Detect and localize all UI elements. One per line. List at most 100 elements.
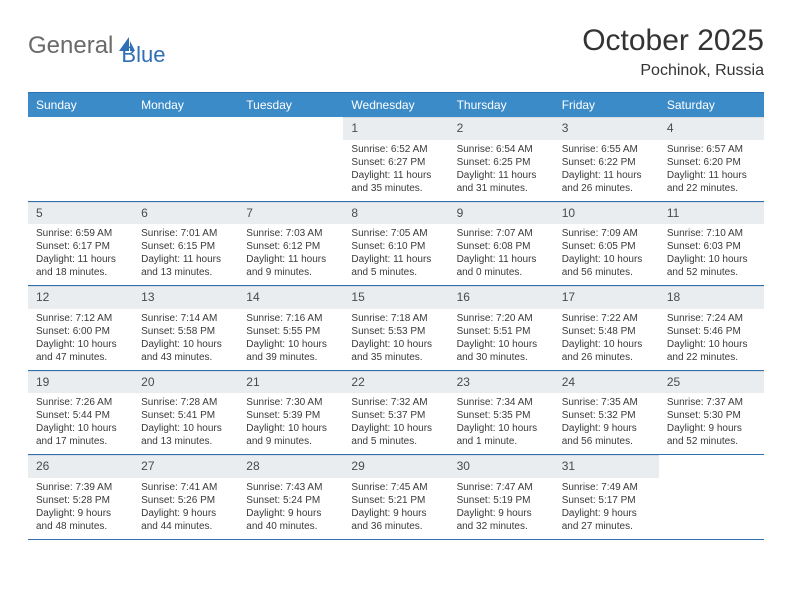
calendar-cell: 31Sunrise: 7:49 AMSunset: 5:17 PMDayligh… <box>554 455 659 539</box>
sunset-text: Sunset: 6:27 PM <box>351 156 440 169</box>
calendar-cell: 2Sunrise: 6:54 AMSunset: 6:25 PMDaylight… <box>449 117 554 201</box>
day-body: Sunrise: 7:09 AMSunset: 6:05 PMDaylight:… <box>554 224 659 285</box>
sunrise-text: Sunrise: 7:07 AM <box>457 227 546 240</box>
sunrise-text: Sunrise: 7:22 AM <box>562 312 651 325</box>
daylight-text: Daylight: 10 hours and 52 minutes. <box>667 253 756 279</box>
sunset-text: Sunset: 5:53 PM <box>351 325 440 338</box>
daylight-text: Daylight: 11 hours and 9 minutes. <box>246 253 335 279</box>
sunrise-text: Sunrise: 7:47 AM <box>457 481 546 494</box>
daylight-text: Daylight: 10 hours and 5 minutes. <box>351 422 440 448</box>
logo-text-blue: Blue <box>121 42 165 68</box>
calendar-cell: 26 Sunrise: 7:39 AMSunset: 5:28 PMDayligh… <box>28 455 133 539</box>
day-body: Sunrise: 7:49 AMSunset: 5:17 PMDaylight:… <box>554 478 659 539</box>
sunset-text: Sunset: 5:48 PM <box>562 325 651 338</box>
calendar-cell: 20Sunrise: 7:28 AMSunset: 5:41 PMDayligh… <box>133 371 238 455</box>
day-number: 26 <box>28 455 133 478</box>
daylight-text: Daylight: 9 hours and 40 minutes. <box>246 507 335 533</box>
sunrise-text: Sunrise: 7:28 AM <box>141 396 230 409</box>
calendar-cell: 14Sunrise: 7:16 AMSunset: 5:55 PMDayligh… <box>238 286 343 370</box>
sunset-text: Sunset: 5:35 PM <box>457 409 546 422</box>
calendar-cell: 8Sunrise: 7:05 AMSunset: 6:10 PMDaylight… <box>343 202 448 286</box>
day-number: 15 <box>343 286 448 309</box>
day-header-wednesday: Wednesday <box>343 93 448 117</box>
day-body: Sunrise: 7:14 AMSunset: 5:58 PMDaylight:… <box>133 309 238 370</box>
day-body: Sunrise: 6:57 AMSunset: 6:20 PMDaylight:… <box>659 140 764 201</box>
sunrise-text: Sunrise: 7:37 AM <box>667 396 756 409</box>
day-number: 13 <box>133 286 238 309</box>
sunset-text: Sunset: 5:44 PM <box>36 409 125 422</box>
sunset-text: Sunset: 6:22 PM <box>562 156 651 169</box>
week-row: 19Sunrise: 7:26 AMSunset: 5:44 PMDayligh… <box>28 371 764 456</box>
day-number: 14 <box>238 286 343 309</box>
sunrise-text: Sunrise: 7:30 AM <box>246 396 335 409</box>
day-number: 8 <box>343 202 448 225</box>
calendar: Sunday Monday Tuesday Wednesday Thursday… <box>28 93 764 540</box>
sunrise-text: Sunrise: 7:20 AM <box>457 312 546 325</box>
sunrise-text: Sunrise: 7:26 AM <box>36 396 125 409</box>
day-number: 27 <box>133 455 238 478</box>
sunset-text: Sunset: 5:32 PM <box>562 409 651 422</box>
day-body: Sunrise: 7:35 AMSunset: 5:32 PMDaylight:… <box>554 393 659 454</box>
calendar-cell: 21Sunrise: 7:30 AMSunset: 5:39 PMDayligh… <box>238 371 343 455</box>
day-body: Sunrise: 7:34 AMSunset: 5:35 PMDaylight:… <box>449 393 554 454</box>
daylight-text: Daylight: 9 hours and 52 minutes. <box>667 422 756 448</box>
daylight-text: Daylight: 11 hours and 26 minutes. <box>562 169 651 195</box>
day-body: Sunrise: 7:22 AMSunset: 5:48 PMDaylight:… <box>554 309 659 370</box>
day-body: Sunrise: 7:10 AMSunset: 6:03 PMDaylight:… <box>659 224 764 285</box>
day-number: 18 <box>659 286 764 309</box>
sunset-text: Sunset: 5:55 PM <box>246 325 335 338</box>
day-body: Sunrise: 7:12 AMSunset: 6:00 PMDaylight:… <box>28 309 133 370</box>
day-body: Sunrise: 7:05 AMSunset: 6:10 PMDaylight:… <box>343 224 448 285</box>
sunrise-text: Sunrise: 7:12 AM <box>36 312 125 325</box>
day-header-row: Sunday Monday Tuesday Wednesday Thursday… <box>28 93 764 117</box>
daylight-text: Daylight: 9 hours and 48 minutes. <box>36 507 125 533</box>
daylight-text: Daylight: 10 hours and 1 minute. <box>457 422 546 448</box>
sunrise-text: Sunrise: 6:52 AM <box>351 143 440 156</box>
day-body: Sunrise: 7:37 AMSunset: 5:30 PMDaylight:… <box>659 393 764 454</box>
day-body: Sunrise: 7:43 AMSunset: 5:24 PMDaylight:… <box>238 478 343 539</box>
daylight-text: Daylight: 11 hours and 18 minutes. <box>36 253 125 279</box>
day-body: Sunrise: 7:32 AMSunset: 5:37 PMDaylight:… <box>343 393 448 454</box>
day-body: Sunrise: 7:47 AMSunset: 5:19 PMDaylight:… <box>449 478 554 539</box>
daylight-text: Daylight: 11 hours and 22 minutes. <box>667 169 756 195</box>
sunrise-text: Sunrise: 7:39 AM <box>36 481 125 494</box>
day-number: 6 <box>133 202 238 225</box>
day-number: 4 <box>659 117 764 140</box>
day-number: 22 <box>343 371 448 394</box>
daylight-text: Daylight: 9 hours and 27 minutes. <box>562 507 651 533</box>
day-body: Sunrise: 7:16 AMSunset: 5:55 PMDaylight:… <box>238 309 343 370</box>
sunrise-text: Sunrise: 6:54 AM <box>457 143 546 156</box>
day-body: Sunrise: 6:54 AMSunset: 6:25 PMDaylight:… <box>449 140 554 201</box>
day-number: 19 <box>28 371 133 394</box>
day-number: 16 <box>449 286 554 309</box>
day-body: Sunrise: 7:28 AMSunset: 5:41 PMDaylight:… <box>133 393 238 454</box>
sunrise-text: Sunrise: 7:09 AM <box>562 227 651 240</box>
sunrise-text: Sunrise: 7:14 AM <box>141 312 230 325</box>
week-row: 5Sunrise: 6:59 AMSunset: 6:17 PMDaylight… <box>28 202 764 287</box>
day-number: 29 <box>343 455 448 478</box>
sunset-text: Sunset: 6:20 PM <box>667 156 756 169</box>
day-body: Sunrise: 7:45 AMSunset: 5:21 PMDaylight:… <box>343 478 448 539</box>
day-number: 12 <box>28 286 133 309</box>
calendar-cell: 28Sunrise: 7:43 AMSunset: 5:24 PMDayligh… <box>238 455 343 539</box>
sunset-text: Sunset: 5:28 PM <box>36 494 125 507</box>
daylight-text: Daylight: 10 hours and 43 minutes. <box>141 338 230 364</box>
calendar-cell: 5Sunrise: 6:59 AMSunset: 6:17 PMDaylight… <box>28 202 133 286</box>
day-body: Sunrise: 6:55 AMSunset: 6:22 PMDaylight:… <box>554 140 659 201</box>
sunset-text: Sunset: 5:46 PM <box>667 325 756 338</box>
day-number: 28 <box>238 455 343 478</box>
day-header-saturday: Saturday <box>659 93 764 117</box>
sunset-text: Sunset: 5:24 PM <box>246 494 335 507</box>
sunset-text: Sunset: 6:08 PM <box>457 240 546 253</box>
day-header-friday: Friday <box>554 93 659 117</box>
calendar-cell: 24Sunrise: 7:35 AMSunset: 5:32 PMDayligh… <box>554 371 659 455</box>
week-row: 12Sunrise: 7:12 AMSunset: 6:00 PMDayligh… <box>28 286 764 371</box>
daylight-text: Daylight: 11 hours and 13 minutes. <box>141 253 230 279</box>
calendar-cell: 4Sunrise: 6:57 AMSunset: 6:20 PMDaylight… <box>659 117 764 201</box>
day-header-tuesday: Tuesday <box>238 93 343 117</box>
sunset-text: Sunset: 6:12 PM <box>246 240 335 253</box>
daylight-text: Daylight: 10 hours and 17 minutes. <box>36 422 125 448</box>
calendar-cell: 29Sunrise: 7:45 AMSunset: 5:21 PMDayligh… <box>343 455 448 539</box>
calendar-cell: 12Sunrise: 7:12 AMSunset: 6:00 PMDayligh… <box>28 286 133 370</box>
sunrise-text: Sunrise: 7:01 AM <box>141 227 230 240</box>
